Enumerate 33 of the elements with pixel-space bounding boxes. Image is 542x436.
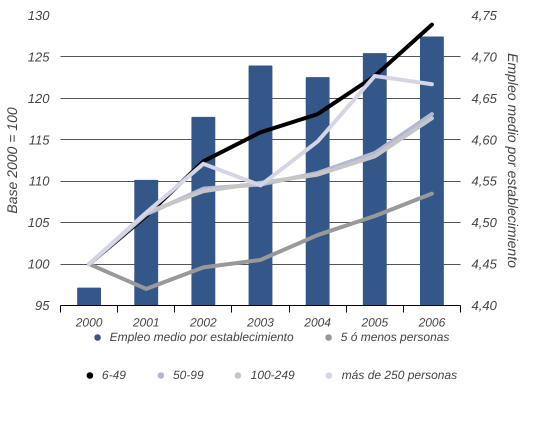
legend-label: más de 250 personas xyxy=(342,368,458,382)
y-tick-label: 110 xyxy=(28,174,50,189)
x-tick-label: 2006 xyxy=(418,316,446,330)
y2-tick-label: 4,50 xyxy=(472,215,498,230)
x-tick-label: 2003 xyxy=(246,316,274,330)
line-series xyxy=(87,192,434,291)
y2-tick-label: 4,75 xyxy=(472,8,498,23)
y-tick-label: 125 xyxy=(28,49,50,64)
y-tick-label: 120 xyxy=(28,90,50,106)
legend-label: Empleo medio por establecimiento xyxy=(110,330,294,344)
y2-tick-label: 4,55 xyxy=(472,174,498,189)
y-axis-title: Base 2000 = 100 xyxy=(4,107,20,214)
x-tick-label: 2000 xyxy=(74,316,103,330)
y-tick-label: 95 xyxy=(35,298,50,313)
y2-tick-label: 4,60 xyxy=(472,132,498,148)
x-tick-label: 2002 xyxy=(189,316,218,330)
x-tick-label: 2001 xyxy=(132,316,160,330)
legend-label: 6-49 xyxy=(102,368,126,382)
y2-tick-label: 4,40 xyxy=(472,298,498,313)
y2-tick-label: 4,70 xyxy=(472,49,498,64)
y2-axis-title: Empleo medio por establecimiento xyxy=(504,53,521,268)
x-tick-label: 2004 xyxy=(303,316,332,330)
y-tick-label: 115 xyxy=(28,132,50,148)
y2-tick-label: 4,65 xyxy=(472,90,498,106)
line-series xyxy=(87,74,434,266)
legend-label: 5 ó menos personas xyxy=(340,330,450,344)
legend-label: 100-249 xyxy=(250,368,295,382)
legend-label: 50-99 xyxy=(172,368,204,382)
y2-tick-label: 4,45 xyxy=(472,256,498,272)
y-tick-label: 105 xyxy=(28,215,50,230)
x-tick-label: 2005 xyxy=(360,316,388,330)
y-tick-label: 100 xyxy=(28,256,50,272)
y-tick-label: 130 xyxy=(28,8,50,23)
